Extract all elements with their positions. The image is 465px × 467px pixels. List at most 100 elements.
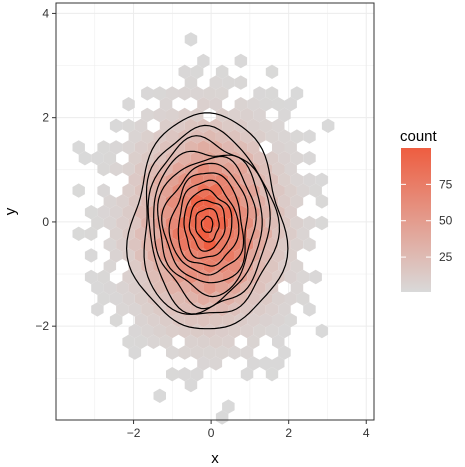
hexbin-cell [309,183,322,198]
panel-border [55,2,375,421]
hexbin-cell [159,334,173,349]
hexbin-cell [103,151,117,166]
contour-line [143,124,281,316]
hexbin-cell [290,237,304,252]
hexbin-cell [184,334,198,349]
hexbin-cell [247,118,260,133]
hexbin-cell [159,97,173,112]
hexbin-cell [209,356,223,371]
hexbin-cell [303,172,316,187]
hexbin-cell [72,183,85,198]
hexbin-cell [303,302,316,317]
hexbin-cell [315,215,329,231]
hexbin-cell [103,215,117,231]
hexbin-cell [228,345,241,360]
hexbin-cell [234,140,248,155]
hexbin-cell [215,64,229,79]
hexbin-cell [278,345,291,360]
hexbin-cell [284,313,297,328]
hexbin-cell [122,205,135,220]
hexbin-cell [197,140,210,155]
hexbin-cell [84,269,98,285]
hexbin-cell [272,248,285,263]
hexbin-cell [284,183,297,198]
hexbin-cell [203,280,216,295]
x-tick-label: −2 [127,426,141,440]
hexbin-cell [91,215,104,231]
hexbin-cell [240,345,254,360]
hexbin-cell [240,367,254,382]
hexbin-cell [128,345,142,360]
legend-ticks: 25 50 75 [401,177,453,264]
hexbin-cell [116,194,129,209]
hexbin-cell [122,140,135,155]
hexbin-cell [97,183,110,198]
hexbin-cell [190,86,204,101]
hexbin-cell [178,323,191,339]
hexbin-cell [109,248,123,263]
hexbin-cell [259,97,272,112]
hexbin-cell [296,183,310,198]
hexbin-cell [259,291,272,306]
hexbin-cell [103,259,117,274]
hexbin-cell [215,129,229,144]
hexbin-cell [209,269,223,285]
hexbin-cell [166,172,179,187]
hexbin-cell [303,129,316,144]
hexbin-cell [147,291,160,306]
hexbin-cell [290,194,304,209]
hexbin-cell [272,226,285,241]
hexbin-cell [272,291,285,306]
hexbin-cell [109,291,123,306]
contour-line [168,172,245,276]
hexbin-cell [240,259,254,274]
hexbin-cell [203,323,216,339]
hexbin-cell [184,377,198,393]
hexbin-cell [272,140,285,155]
contour-line [200,215,214,233]
hexbin-cell [222,75,235,90]
contour-line [156,155,257,298]
hexbin-cell [178,280,191,295]
hexbin-cell [284,140,297,155]
hexbin-cell [197,183,210,198]
hexbin-cell [209,334,223,349]
hexbin-cell [147,183,160,198]
hexbin-cell [178,107,191,123]
hexbin-cell [128,323,142,339]
hexbin-cell [253,323,266,339]
hexbin-cell [303,215,316,231]
hexbin-cell [72,140,85,155]
hexbin-cell [240,172,254,187]
hexbin-cell [215,410,229,425]
hexbin-cell [272,161,285,177]
hexbin-cell [153,302,166,317]
hexbin-cell [122,183,135,198]
hexbin-cell [265,323,279,339]
hexbin-cell [128,215,142,231]
hexbin-cell [272,356,285,371]
x-tick-label: 4 [363,426,370,440]
hexbin-cell [78,151,92,166]
hexbin-cell [184,32,198,47]
y-axis: −2 0 2 4 [35,6,56,333]
hexbin-cell [315,323,329,339]
hexbin-cell [222,334,235,349]
hexbin-cell [265,302,279,317]
hexbin-cell [234,97,248,112]
hexbin-cell [134,205,148,220]
hexbin-cell [72,226,85,241]
hexbin-cell [184,161,198,177]
hexbin-cell [197,334,210,349]
hexbin-cell [103,194,117,209]
hexbin-cell [309,269,322,285]
hexbin-cell [222,313,235,328]
hexbin-cell [103,237,117,252]
hexbin-cell [178,64,191,79]
hexbin-cell [197,248,210,263]
density-contours [125,112,289,330]
hexbin-cell [253,107,266,123]
hexbin-cell [253,151,266,166]
hexbin-cell [184,75,198,90]
